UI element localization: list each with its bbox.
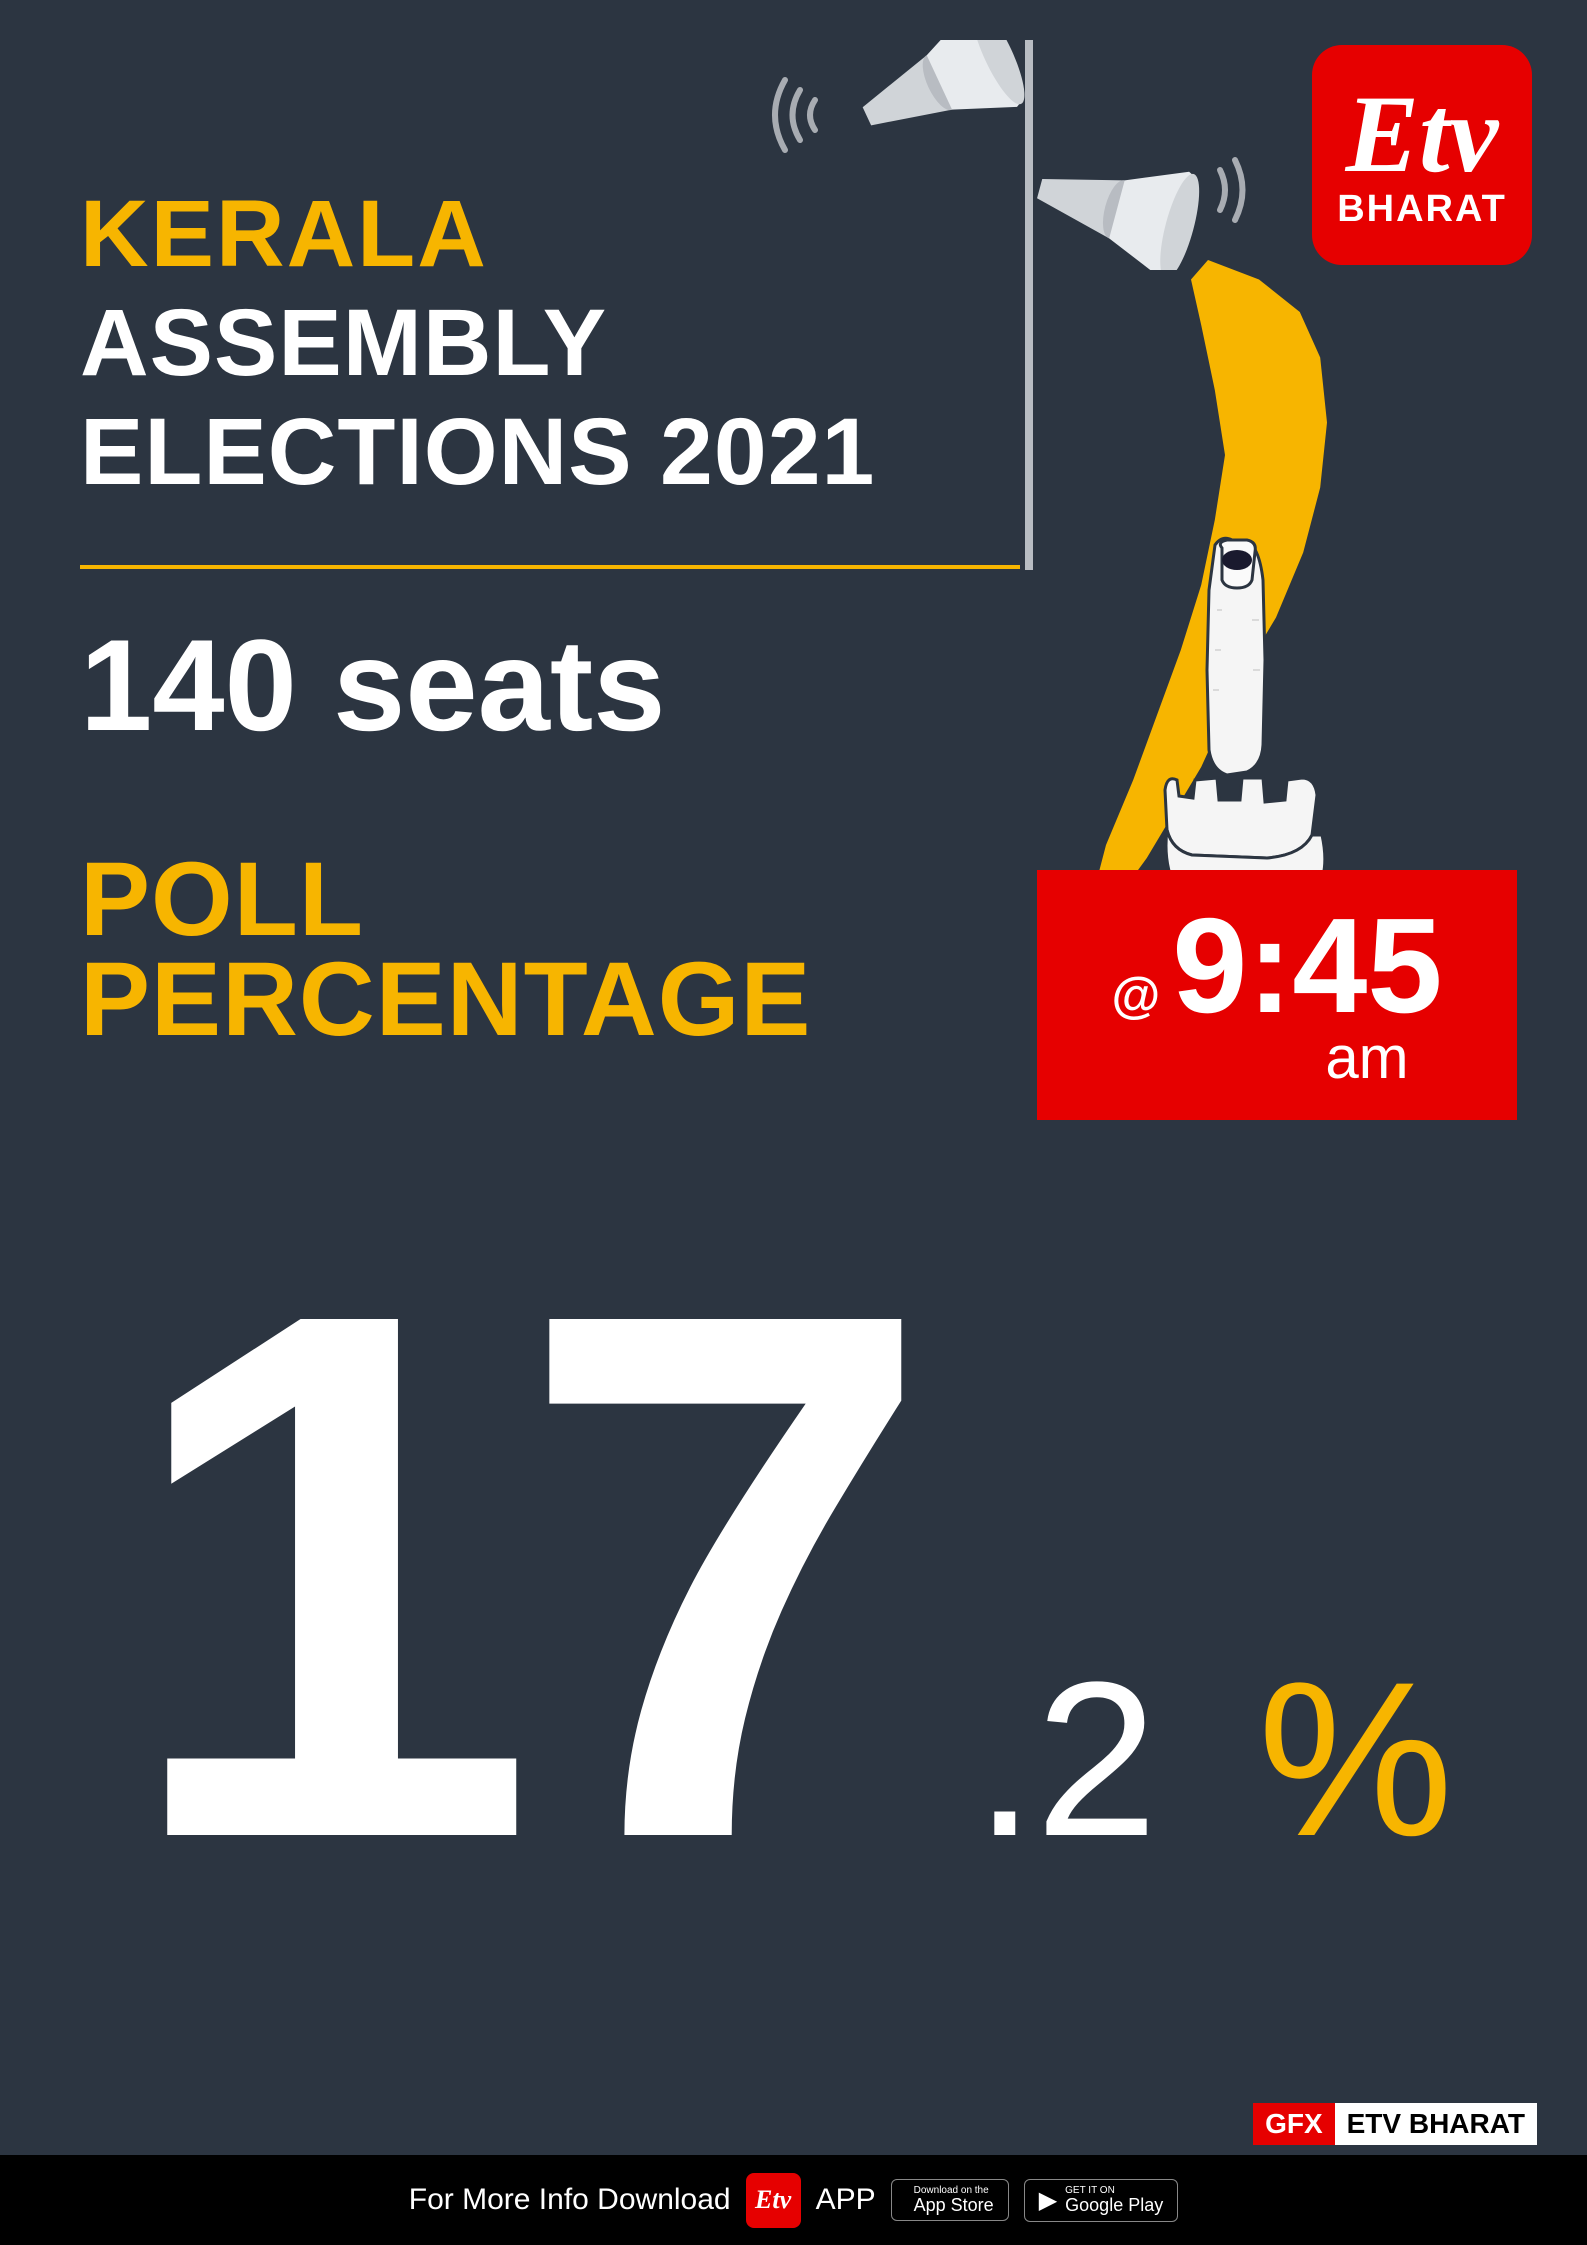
- logo-script: Etv: [1346, 90, 1499, 178]
- gfx-badge: GFX ETV BHARAT: [1253, 2103, 1537, 2145]
- poll-label: POLL PERCENTAGE: [80, 850, 811, 1050]
- footer-app-text: APP: [816, 2183, 876, 2217]
- googleplay-text: GET IT ON Google Play: [1065, 2186, 1163, 2214]
- divider-line: [80, 565, 1020, 569]
- heading-line3: ELECTIONS 2021: [80, 398, 875, 507]
- heading-line2: ASSEMBLY: [80, 289, 875, 398]
- time-ampm: am: [1325, 1023, 1408, 1092]
- voting-finger-icon: [1137, 530, 1357, 910]
- time-value: 9:45: [1172, 898, 1442, 1033]
- googleplay-badge[interactable]: ▶ GET IT ON Google Play: [1024, 2179, 1179, 2222]
- logo-brand-text: BHARAT: [1337, 188, 1507, 231]
- heading-state: KERALA: [80, 180, 875, 289]
- brand-logo: Etv BHARAT: [1312, 45, 1532, 265]
- appstore-text: Download on the App Store: [914, 2186, 994, 2214]
- footer-download-text: For More Info Download: [409, 2183, 731, 2217]
- percent-symbol: %: [1258, 1633, 1454, 1886]
- appstore-badge[interactable]: Download on the App Store: [891, 2179, 1009, 2221]
- footer-logo: Etv: [746, 2173, 801, 2228]
- seats-count: 140 seats: [80, 610, 666, 760]
- footer-bar: For More Info Download Etv APP Download …: [0, 2155, 1587, 2245]
- at-symbol: @: [1112, 966, 1161, 1024]
- gfx-brand: ETV BHARAT: [1335, 2103, 1537, 2145]
- percentage-display: 17 .2 %: [120, 1200, 1453, 1950]
- poll-line2: PERCENTAGE: [80, 950, 811, 1050]
- percentage-main: 17: [120, 1200, 914, 1950]
- gfx-label: GFX: [1253, 2103, 1335, 2145]
- poll-line1: POLL: [80, 850, 811, 950]
- main-heading: KERALA ASSEMBLY ELECTIONS 2021: [80, 180, 875, 508]
- time-main: @ 9:45: [1112, 898, 1443, 1033]
- play-icon: ▶: [1039, 2186, 1057, 2215]
- time-box: @ 9:45 am: [1037, 870, 1517, 1120]
- percentage-decimal: .2: [974, 1633, 1157, 1886]
